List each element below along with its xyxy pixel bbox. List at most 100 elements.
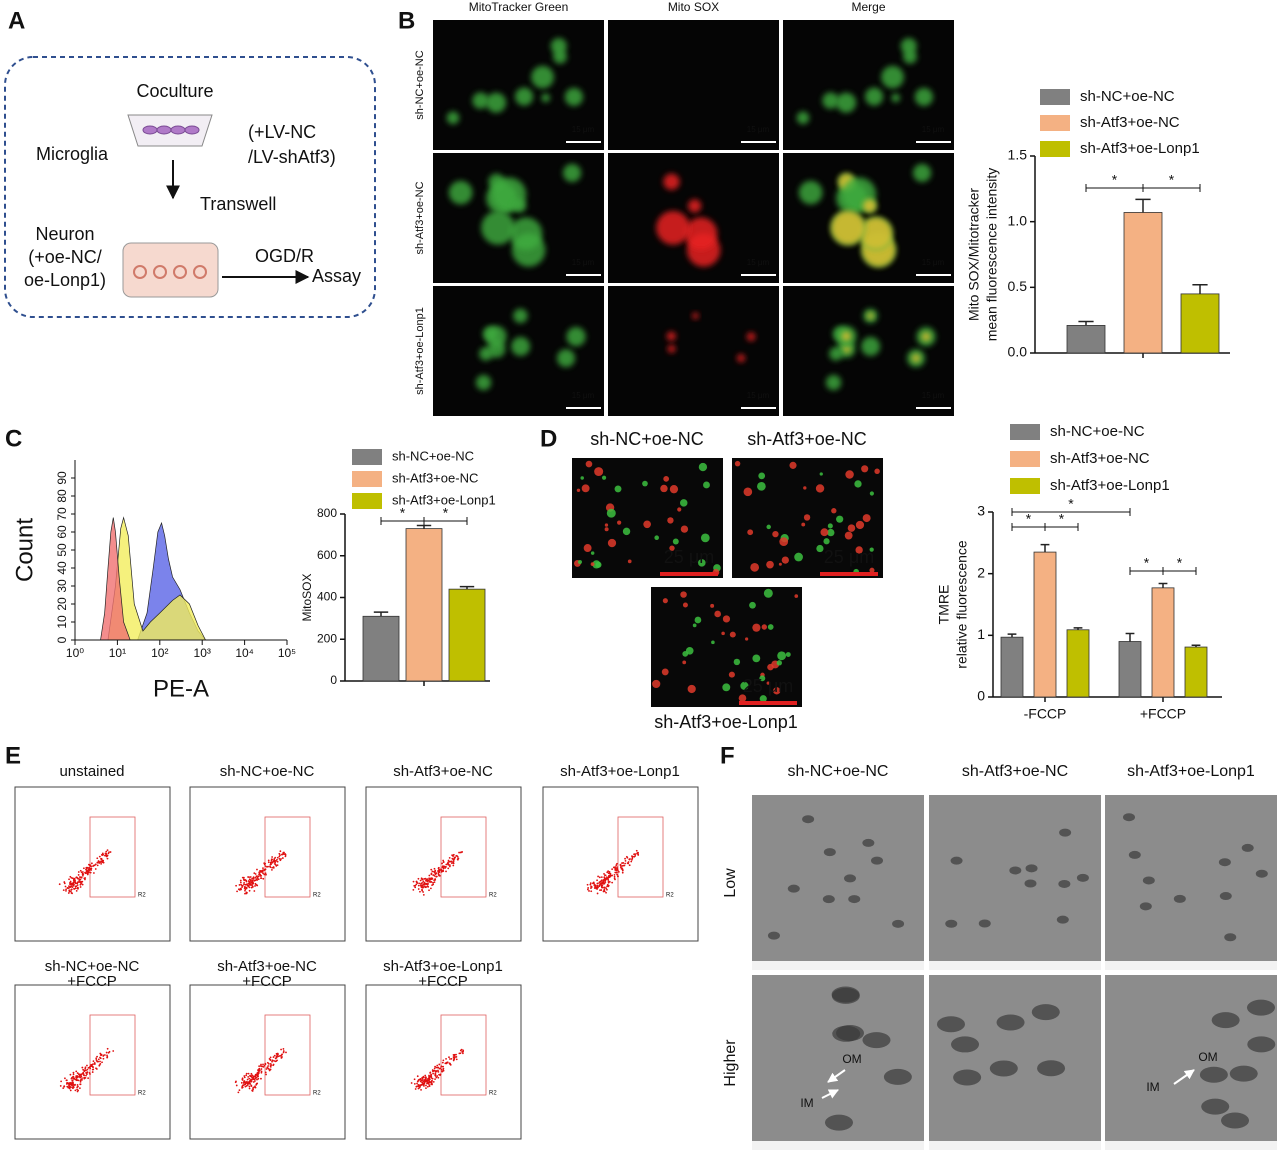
event	[275, 1060, 278, 1063]
event	[79, 876, 82, 879]
event	[448, 865, 451, 868]
arrow	[821, 1089, 839, 1099]
event	[249, 1080, 251, 1082]
event	[430, 1083, 433, 1086]
cell-signal	[831, 210, 866, 245]
event	[68, 890, 71, 893]
event	[74, 879, 76, 882]
event	[260, 877, 263, 880]
gate	[617, 816, 664, 898]
event	[253, 879, 256, 882]
event	[274, 1057, 277, 1060]
event	[68, 1086, 71, 1089]
y-tick-label: 90	[55, 471, 69, 485]
event	[262, 872, 264, 875]
event	[438, 1067, 441, 1070]
cell-signal	[682, 602, 688, 608]
event	[259, 875, 262, 877]
label: Coculture	[136, 81, 213, 101]
event	[589, 882, 592, 885]
y-tick-label: 80	[55, 489, 69, 503]
cell-signal	[669, 545, 675, 551]
event	[251, 1089, 254, 1092]
event	[631, 858, 633, 861]
y-tick-label: 800	[317, 506, 337, 520]
event	[430, 1081, 433, 1084]
event	[236, 890, 238, 893]
cell-signal	[475, 374, 492, 391]
cell-signal	[666, 331, 676, 341]
cell-signal	[862, 199, 877, 213]
event	[262, 877, 265, 880]
event	[235, 884, 237, 887]
cell-signal	[763, 588, 773, 598]
event	[70, 876, 73, 879]
cell-signal	[745, 637, 749, 641]
event	[442, 861, 445, 863]
gate-label: R2	[138, 893, 146, 899]
event	[100, 863, 103, 865]
event	[433, 1067, 436, 1070]
event	[102, 861, 105, 864]
cell-signal	[865, 87, 884, 106]
event	[455, 854, 458, 857]
event	[245, 880, 248, 883]
event	[609, 874, 612, 876]
event	[423, 885, 426, 888]
event	[594, 885, 596, 888]
event	[242, 878, 245, 881]
cell-signal	[590, 551, 595, 555]
significance-bracket	[1044, 523, 1079, 531]
cell-signal	[900, 37, 917, 55]
event	[77, 874, 80, 876]
cell-signal	[677, 507, 682, 512]
event	[67, 892, 70, 894]
event	[417, 1085, 420, 1087]
event	[76, 881, 79, 884]
panel-label: F	[720, 742, 735, 769]
coculture-frame	[4, 56, 376, 318]
event	[69, 1082, 71, 1085]
cell-signal	[590, 562, 595, 566]
flow-plot-frame	[14, 984, 171, 1140]
event	[609, 872, 612, 875]
cell-signal	[781, 556, 789, 564]
event	[245, 891, 248, 894]
plot-title: sh-Atf3+oe-NC	[217, 958, 317, 975]
event	[441, 1070, 444, 1073]
event	[423, 1080, 426, 1082]
event	[93, 872, 95, 874]
event	[413, 1082, 416, 1085]
event	[258, 1065, 261, 1068]
cell-signal	[773, 687, 781, 695]
event	[81, 873, 84, 876]
bar	[1180, 293, 1220, 354]
scale-strip	[929, 1141, 1101, 1150]
cell-signal	[576, 488, 581, 493]
event	[93, 1063, 96, 1065]
event	[598, 876, 601, 879]
event	[271, 1060, 273, 1063]
event	[235, 1084, 238, 1087]
cell-signal	[914, 87, 934, 107]
cell-signal	[550, 37, 567, 55]
cell-signal	[541, 93, 551, 103]
flow-plot-frame	[542, 786, 699, 942]
scale-strip	[1105, 1141, 1277, 1150]
organelle	[848, 895, 861, 904]
cell-signal	[642, 480, 648, 487]
event	[83, 1069, 86, 1072]
event	[68, 878, 70, 881]
cell-signal	[798, 180, 823, 205]
event	[260, 1063, 262, 1066]
y-tick-label: 1	[977, 626, 985, 642]
event	[97, 860, 100, 862]
event	[431, 1079, 433, 1082]
event	[453, 858, 456, 860]
y-axis-label: relative fluorescence	[954, 540, 970, 669]
event	[461, 851, 464, 853]
event	[437, 1069, 439, 1072]
cell-signal	[694, 616, 702, 624]
event	[77, 1085, 79, 1088]
event	[442, 859, 445, 862]
